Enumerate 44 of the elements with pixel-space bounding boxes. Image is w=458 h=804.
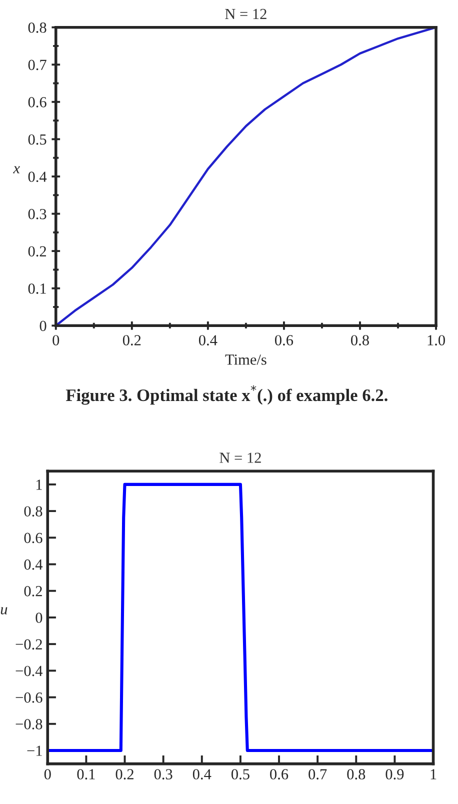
y-tick-label: −0.4 bbox=[16, 666, 43, 676]
chart-title: N = 12 bbox=[220, 452, 261, 463]
chart-title: N = 12 bbox=[225, 8, 266, 20]
line-series bbox=[56, 27, 436, 326]
x-tick-label: 0.8 bbox=[347, 769, 366, 780]
y-tick-label: 0 bbox=[40, 320, 46, 332]
y-axis-title: x bbox=[13, 166, 20, 174]
x-tick-label: 0.1 bbox=[77, 769, 95, 780]
y-tick-label: 0.7 bbox=[28, 60, 46, 70]
y-tick-label: 0.4 bbox=[28, 172, 47, 182]
y-tick-label: 0.2 bbox=[28, 246, 46, 257]
y-tick-label: −0.6 bbox=[16, 692, 42, 703]
y-tick-label: 0.6 bbox=[28, 97, 46, 108]
x-tick-label: 0.6 bbox=[270, 769, 288, 780]
y-tick-label: 0.2 bbox=[24, 586, 42, 596]
x-tick-label: 1.0 bbox=[428, 335, 445, 346]
y-tick-label: 0.6 bbox=[24, 532, 42, 544]
x-tick-label: 0.7 bbox=[308, 769, 327, 780]
y-tick-label: 0.4 bbox=[24, 559, 43, 570]
x-tick-label: 0 bbox=[52, 335, 60, 346]
x-tick-label: 0.4 bbox=[192, 769, 212, 780]
x-tick-label: 0.2 bbox=[122, 335, 141, 346]
x-tick-label: 0.9 bbox=[386, 769, 404, 780]
y-tick-label: 0.8 bbox=[24, 506, 42, 517]
x-tick-label: 0.8 bbox=[351, 335, 369, 346]
x-tick-label: 0.2 bbox=[116, 769, 134, 780]
y-tick-label: 0.3 bbox=[28, 208, 46, 220]
x-tick-label: 1 bbox=[430, 769, 436, 780]
y-axis-title: u bbox=[0, 607, 8, 614]
y-tick-label: 0.8 bbox=[28, 22, 46, 33]
x-tick-label: 0.5 bbox=[231, 769, 250, 780]
y-tick-label: 0.1 bbox=[28, 283, 46, 294]
y-tick-label: 0 bbox=[36, 612, 42, 623]
x-tick-label: 0.6 bbox=[274, 335, 294, 346]
x-axis-title: Time/s bbox=[225, 354, 266, 365]
line-series bbox=[48, 482, 434, 752]
x-tick-label: 0.4 bbox=[198, 335, 218, 346]
y-tick-label: −0.2 bbox=[16, 639, 42, 650]
y-tick-label: 1 bbox=[36, 480, 42, 490]
y-tick-label: 0.5 bbox=[28, 134, 46, 145]
y-tick-label: −0.8 bbox=[16, 719, 42, 730]
y-tick-label: −1 bbox=[27, 746, 42, 756]
caption: Figure 3. Optimal state x$^{*}$(.) of example 6.2. bbox=[66, 385, 388, 405]
x-tick-label: 0.3 bbox=[154, 769, 172, 780]
